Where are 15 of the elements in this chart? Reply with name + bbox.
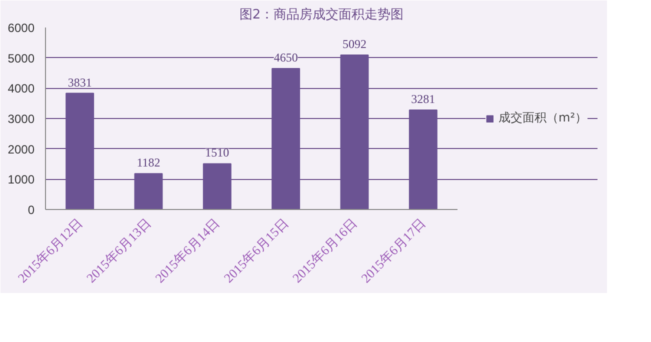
data-label: 5092 bbox=[342, 37, 366, 52]
y-tick-label: 4000 bbox=[8, 82, 35, 96]
data-label: 4650 bbox=[274, 50, 298, 64]
y-tick-label: 5000 bbox=[8, 51, 35, 66]
legend-label: 成交面积（m²） bbox=[498, 110, 587, 126]
y-tick-label: 0 bbox=[28, 203, 35, 217]
data-label: 3281 bbox=[411, 92, 436, 106]
data-label: 1182 bbox=[136, 156, 160, 170]
chart-title: 图2：商品房成交面积走势图 bbox=[239, 6, 404, 22]
data-label: 1510 bbox=[205, 146, 230, 160]
y-tick-label: 3000 bbox=[8, 112, 35, 126]
y-tick-label: 1000 bbox=[8, 172, 35, 187]
data-label: 3831 bbox=[68, 75, 92, 90]
y-tick-label: 6000 bbox=[8, 21, 35, 35]
y-tick-label: 2000 bbox=[8, 142, 35, 156]
